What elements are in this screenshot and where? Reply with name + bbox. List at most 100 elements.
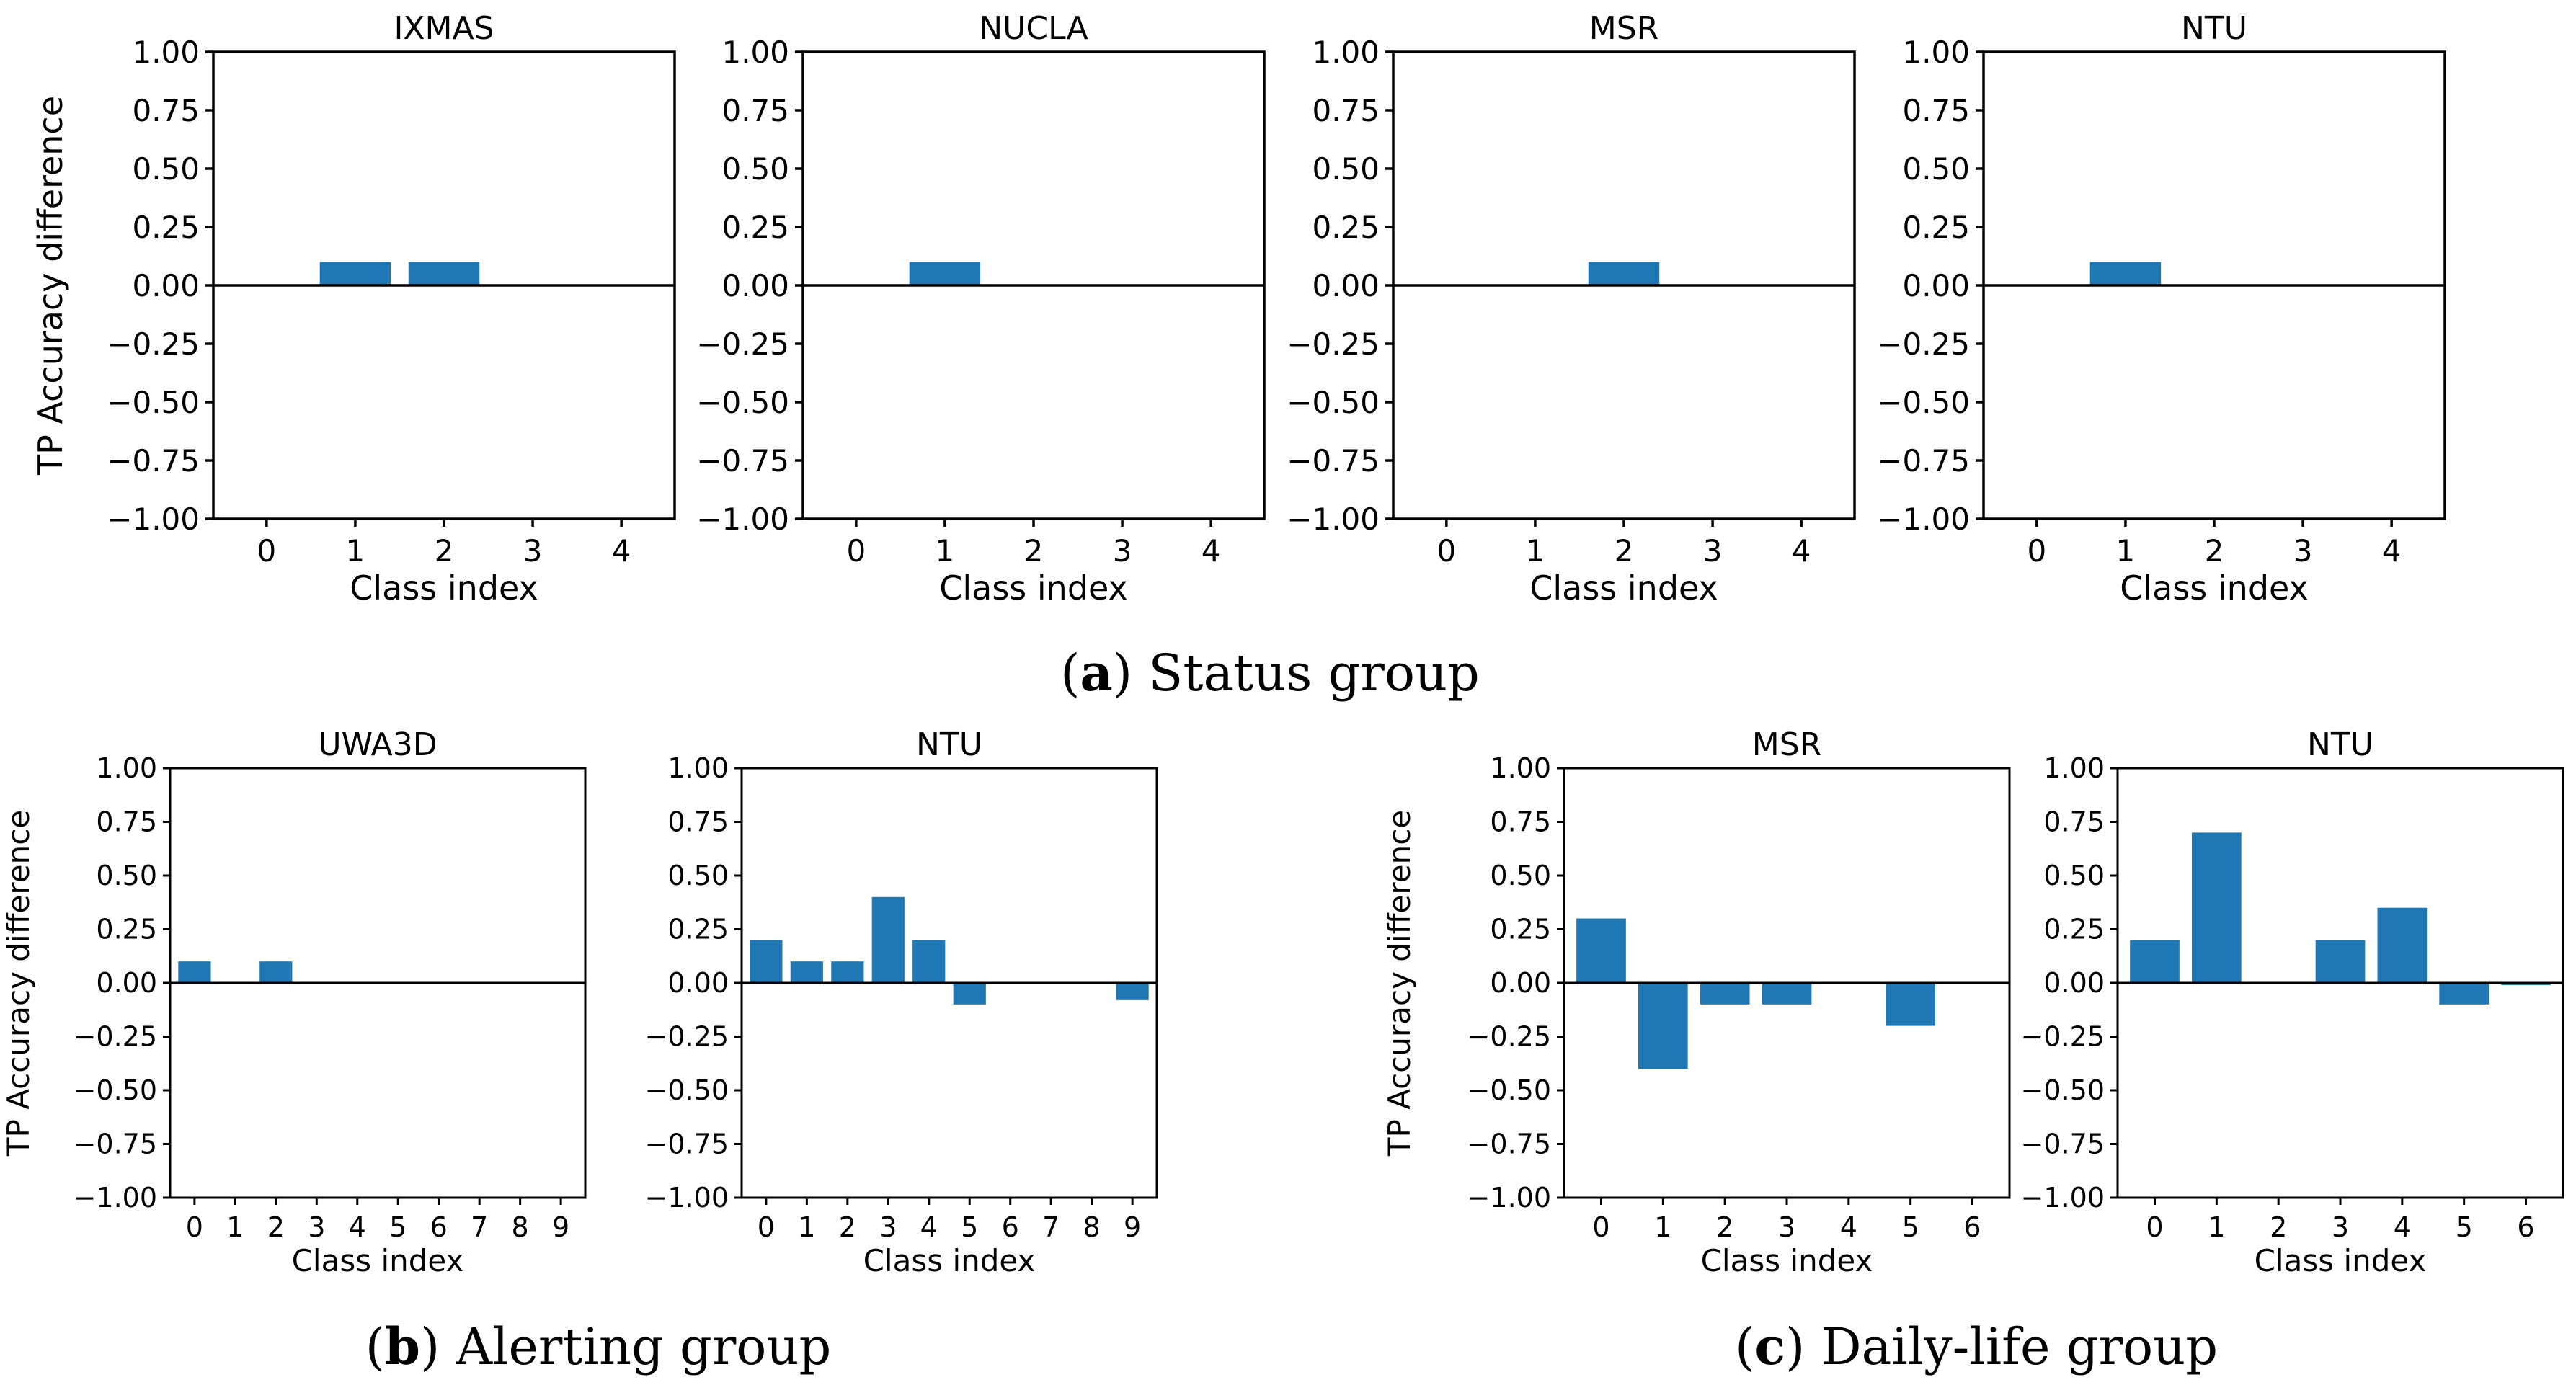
panel-title: NUCLA bbox=[979, 10, 1088, 47]
x-tick-label: 0 bbox=[1436, 533, 1456, 569]
y-tick-label: 0.50 bbox=[667, 860, 729, 891]
bar-3 bbox=[1762, 983, 1812, 1005]
y-tick-label: −0.50 bbox=[645, 1074, 729, 1106]
x-tick-label: 5 bbox=[2456, 1211, 2473, 1243]
y-tick-label: 1.00 bbox=[1902, 35, 1970, 70]
caption-b: (b) Alerting group bbox=[365, 1317, 832, 1376]
y-tick-label: −1.00 bbox=[2021, 1182, 2105, 1213]
x-tick-label: 8 bbox=[1083, 1211, 1101, 1243]
bar-4 bbox=[912, 940, 946, 983]
y-tick-label: 0.00 bbox=[721, 268, 789, 303]
x-tick-label: 2 bbox=[267, 1211, 285, 1243]
x-tick-label: 1 bbox=[2116, 533, 2136, 569]
bar-2 bbox=[831, 961, 864, 983]
y-tick-label: 0.25 bbox=[667, 914, 729, 945]
bar-9 bbox=[1116, 983, 1149, 1000]
y-tick-label: −0.25 bbox=[1287, 326, 1380, 362]
y-tick-label: 0.50 bbox=[2043, 860, 2105, 891]
x-tick-label: 7 bbox=[471, 1211, 488, 1243]
panel-title: UWA3D bbox=[318, 726, 437, 763]
x-tick-label: 2 bbox=[435, 533, 454, 569]
bar-3 bbox=[2315, 940, 2366, 983]
y-tick-label: −0.50 bbox=[1467, 1074, 1551, 1106]
y-tick-label: −0.50 bbox=[696, 385, 789, 420]
x-axis-label: Class index bbox=[2120, 569, 2309, 607]
panel-title: NTU bbox=[916, 726, 982, 763]
y-tick-label: −0.75 bbox=[74, 1128, 157, 1160]
y-tick-label: −0.75 bbox=[645, 1128, 729, 1160]
bar-1 bbox=[909, 262, 981, 285]
x-tick-label: 3 bbox=[308, 1211, 325, 1243]
chart-panel-a-ntu: NTU 1.00 0.75 0.50 0.25 0.00 −0.25 −0.50 −0.75 −1… bbox=[1877, 10, 2446, 607]
y-tick-label: −0.75 bbox=[1287, 443, 1380, 478]
bar-0 bbox=[1576, 918, 1626, 983]
y-axis-label: TP Accuracy difference bbox=[1382, 810, 1417, 1157]
y-tick-label: 0.75 bbox=[2043, 806, 2105, 838]
y-tick-label: 0.75 bbox=[667, 806, 729, 838]
panel-title: IXMAS bbox=[394, 10, 494, 47]
y-tick-label: −0.75 bbox=[107, 443, 200, 478]
x-tick-label: 2 bbox=[2270, 1211, 2287, 1243]
y-tick-label: 0.00 bbox=[132, 268, 200, 303]
x-tick-label: 2 bbox=[2205, 533, 2224, 569]
y-tick-label: −1.00 bbox=[696, 502, 789, 537]
y-tick-label: 0.50 bbox=[1312, 151, 1380, 187]
x-tick-label: 4 bbox=[1202, 533, 1221, 569]
y-tick-label: 1.00 bbox=[721, 35, 789, 70]
bar-5 bbox=[1886, 983, 1935, 1026]
x-tick-label: 2 bbox=[1615, 533, 1634, 569]
y-tick-label: −0.75 bbox=[2021, 1128, 2105, 1160]
y-tick-label: 1.00 bbox=[132, 35, 200, 70]
y-tick-label: 0.00 bbox=[1902, 268, 1970, 303]
bar-0 bbox=[2130, 940, 2180, 983]
panel-title: NTU bbox=[2181, 10, 2247, 47]
y-tick-label: 0.25 bbox=[1490, 914, 1551, 945]
y-tick-label: −0.50 bbox=[74, 1074, 157, 1106]
x-tick-label: 3 bbox=[879, 1211, 897, 1243]
y-tick-label: 0.75 bbox=[96, 806, 157, 838]
y-tick-label: 0.00 bbox=[1312, 268, 1380, 303]
x-tick-label: 1 bbox=[936, 533, 955, 569]
y-tick-label: 0.00 bbox=[667, 967, 729, 999]
x-tick-label: 6 bbox=[1002, 1211, 1019, 1243]
y-tick-label: 0.75 bbox=[132, 93, 200, 128]
bar-0 bbox=[178, 961, 211, 983]
bar-4 bbox=[2377, 907, 2428, 983]
x-tick-label: 4 bbox=[1792, 533, 1811, 569]
y-tick-label: −0.25 bbox=[645, 1021, 729, 1053]
x-tick-label: 0 bbox=[2027, 533, 2046, 569]
y-tick-label: 0.50 bbox=[1902, 151, 1970, 187]
bar-1 bbox=[790, 961, 823, 983]
x-tick-label: 6 bbox=[1963, 1211, 1981, 1243]
x-tick-label: 1 bbox=[226, 1211, 244, 1243]
chart-panel-c-msr: MSR 1.00 0.75 0.50 0.25 0.00 −0.25 −0.50 −0.75 −1… bbox=[1382, 726, 2011, 1278]
x-tick-label: 0 bbox=[257, 533, 276, 569]
x-tick-label: 1 bbox=[346, 533, 365, 569]
x-tick-label: 3 bbox=[523, 533, 543, 569]
x-axis-label: Class index bbox=[292, 1243, 464, 1278]
bar-2 bbox=[1700, 983, 1750, 1005]
caption-a-letter: a bbox=[1080, 643, 1112, 703]
x-axis-label: Class index bbox=[350, 569, 538, 607]
y-tick-label: 1.00 bbox=[2043, 752, 2105, 784]
x-tick-label: 4 bbox=[920, 1211, 938, 1243]
x-axis-label: Class index bbox=[1701, 1243, 1873, 1278]
x-tick-label: 1 bbox=[2208, 1211, 2225, 1243]
y-tick-label: −0.25 bbox=[1467, 1021, 1551, 1053]
y-tick-label: −0.50 bbox=[1877, 385, 1970, 420]
y-tick-label: 1.00 bbox=[1490, 752, 1551, 784]
x-tick-label: 3 bbox=[1113, 533, 1132, 569]
bar-2 bbox=[408, 262, 480, 285]
x-tick-label: 6 bbox=[430, 1211, 448, 1243]
y-tick-label: 0.25 bbox=[1902, 210, 1970, 245]
x-tick-label: 2 bbox=[839, 1211, 856, 1243]
chart-panel-c-ntu: NTU 1.00 0.75 0.50 0.25 0.00 −0.25 −0.50 −0.75 −1… bbox=[2021, 726, 2564, 1278]
chart-panel-a-nucla: NUCLA 1.00 0.75 0.50 0.25 0.00 −0.25 −0.50 −0.75… bbox=[696, 10, 1266, 607]
caption-b-text: Alerting group bbox=[456, 1317, 832, 1376]
y-tick-label: 0.25 bbox=[96, 914, 157, 945]
x-axis-label: Class index bbox=[1529, 569, 1718, 607]
x-tick-label: 1 bbox=[798, 1211, 815, 1243]
x-tick-label: 8 bbox=[512, 1211, 529, 1243]
y-tick-label: −0.50 bbox=[1287, 385, 1380, 420]
